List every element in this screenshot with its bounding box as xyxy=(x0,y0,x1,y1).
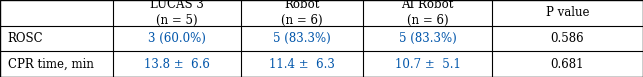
Text: 5 (83.3%): 5 (83.3%) xyxy=(399,32,457,45)
Text: LUCAS 3
(n = 5): LUCAS 3 (n = 5) xyxy=(150,0,204,27)
Text: 13.8 ±  6.6: 13.8 ± 6.6 xyxy=(144,58,210,71)
Text: 0.586: 0.586 xyxy=(550,32,584,45)
Text: AI Robot
(n = 6): AI Robot (n = 6) xyxy=(401,0,454,27)
Text: ROSC: ROSC xyxy=(8,32,43,45)
Text: 5 (83.3%): 5 (83.3%) xyxy=(273,32,331,45)
Text: 11.4 ±  6.3: 11.4 ± 6.3 xyxy=(269,58,335,71)
Text: 0.681: 0.681 xyxy=(550,58,584,71)
Text: 10.7 ±  5.1: 10.7 ± 5.1 xyxy=(395,58,460,71)
Text: P value: P value xyxy=(546,6,589,19)
Text: Robot
(n = 6): Robot (n = 6) xyxy=(282,0,323,27)
Text: 3 (60.0%): 3 (60.0%) xyxy=(148,32,206,45)
Text: CPR time, min: CPR time, min xyxy=(8,58,94,71)
